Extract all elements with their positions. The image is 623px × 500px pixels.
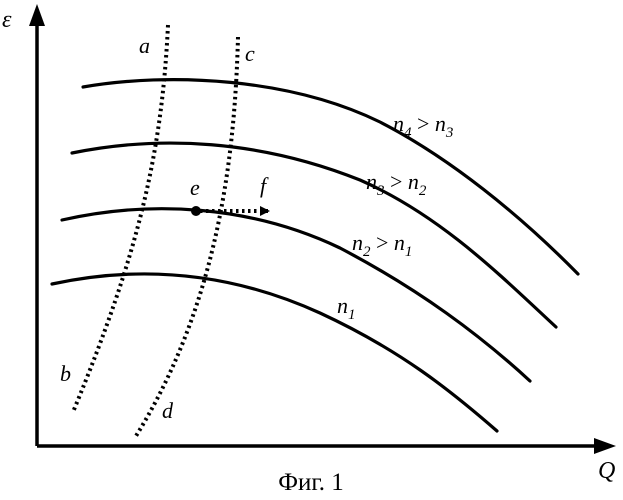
y-axis-arrow [29,4,45,26]
curve-n1 [52,274,497,431]
x-axis-label: Q [598,458,615,484]
curve-label-n2: n2 > n1 [352,230,412,260]
y-axis-label: ε [2,7,12,33]
label-e: e [190,175,200,200]
boundary-line-cd [136,37,238,436]
label-a: a [139,33,150,58]
label-f: f [260,173,269,198]
operating-point-e [191,206,201,216]
label-b: b [60,361,71,386]
curve-label-n4: n4 > n3 [393,111,453,141]
figure-caption: Фиг. 1 [278,469,344,496]
curve-n2 [62,209,530,381]
label-c: c [245,41,255,66]
label-d: d [162,398,174,423]
curve-label-n3: n3 > n2 [366,169,427,199]
curve-label-n1: n1 [337,293,356,323]
x-axis-arrow [594,438,616,454]
